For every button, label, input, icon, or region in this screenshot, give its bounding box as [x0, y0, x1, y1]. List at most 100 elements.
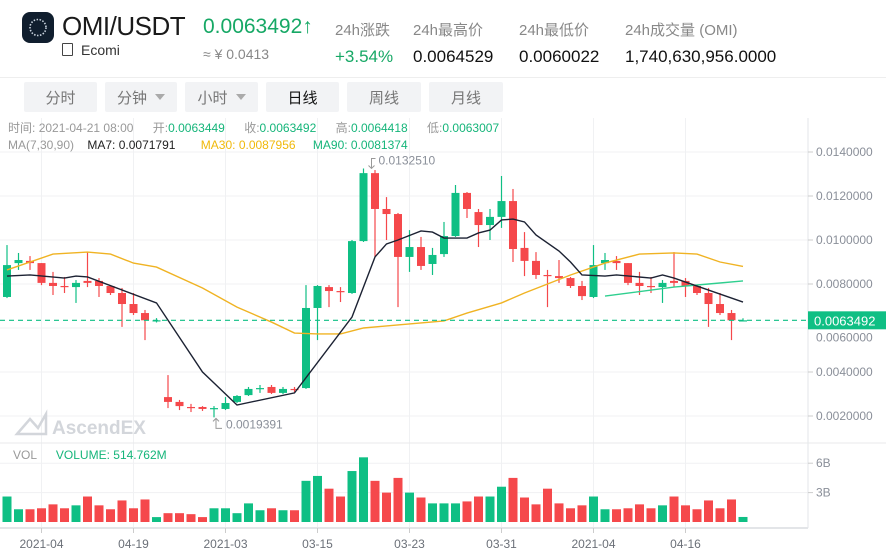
volume-bars — [2, 457, 748, 522]
candle-up — [486, 216, 494, 226]
candle-up — [3, 265, 11, 297]
candle-down — [198, 406, 207, 409]
tab-label: 分时 — [45, 89, 76, 107]
candle-down — [60, 285, 69, 288]
time-tick-label: 2021-04 — [571, 537, 615, 551]
candle-down — [566, 278, 575, 286]
volume-bar — [451, 503, 460, 522]
volume-bar — [692, 509, 702, 522]
volume-bar — [508, 477, 518, 522]
candle-up — [14, 260, 23, 264]
time-tick-label: 03-23 — [394, 537, 425, 551]
volume-bar — [94, 505, 104, 522]
cny-price: ≈ ¥ 0.0413 — [203, 46, 270, 62]
volume-bar — [48, 504, 58, 522]
volume-bar — [589, 496, 598, 522]
tab-timeline[interactable]: 分时 — [24, 82, 97, 112]
stat-label-low: 24h最低价 — [519, 22, 590, 39]
tab-daily[interactable]: 日线 — [266, 82, 339, 112]
candle-down — [670, 280, 678, 283]
volume-bar — [416, 497, 426, 522]
ma-label: MA(7,30,90) — [8, 138, 75, 152]
tab-minute[interactable]: 分钟 — [105, 82, 177, 112]
min-price-label: 0.0019391 — [226, 417, 283, 431]
stat-label-volume: 24h成交量 (OMI) — [625, 22, 738, 39]
stat-label-change: 24h涨跌 — [335, 22, 391, 39]
volume-bar — [232, 513, 242, 522]
volume-bar — [359, 457, 368, 522]
last-price-value: 0.0063492 — [203, 15, 303, 38]
volume-bar — [704, 500, 713, 522]
tab-label: 月线 — [450, 89, 481, 107]
close-label: 收: — [244, 121, 260, 135]
tab-hour[interactable]: 小时 — [185, 82, 258, 112]
tab-monthly[interactable]: 月线 — [429, 82, 503, 112]
price-tick-label: 0.0140000 — [816, 145, 873, 159]
candle-down — [394, 214, 402, 257]
volume-bar — [163, 513, 173, 522]
candle-down — [290, 388, 299, 391]
ma7-value: MA7: 0.0071791 — [87, 138, 176, 152]
axes: 0.0020000 0.0040000 0.0060000 0.0080000 0.01… — [0, 118, 886, 551]
volume-bar — [543, 488, 552, 522]
vol-label: VOL — [13, 448, 37, 462]
caret-down-icon — [235, 94, 246, 100]
candle-up — [405, 247, 414, 257]
candle-up — [601, 260, 609, 264]
volume-bar — [324, 488, 334, 522]
candle-up — [428, 254, 437, 264]
volume-bar — [129, 508, 138, 522]
candle-down — [83, 280, 92, 283]
volume-bar — [2, 496, 12, 522]
volume-bar — [186, 514, 196, 522]
volume-bar — [255, 510, 265, 522]
candle-down — [187, 406, 195, 409]
candle-up — [658, 282, 667, 288]
time-tick-label: 2021-03 — [203, 537, 247, 551]
volume-bar — [439, 503, 449, 522]
document-icon — [62, 43, 73, 56]
ma30-line — [6, 251, 744, 335]
volume-tick-label: 6B — [816, 456, 831, 470]
volume-bar — [278, 510, 288, 522]
volume-bar — [140, 499, 150, 522]
candle-down — [336, 291, 345, 293]
coin-info-link[interactable]: Ecomi — [62, 42, 120, 58]
candle-up — [359, 173, 368, 242]
candle-down — [129, 304, 138, 314]
volume-bar — [117, 500, 127, 522]
time-tick-label: 03-15 — [302, 537, 333, 551]
candle-up — [210, 408, 218, 410]
volume-bar — [393, 477, 403, 522]
tab-weekly[interactable]: 周线 — [347, 82, 421, 112]
volume-bar — [209, 508, 219, 522]
candle-down — [612, 260, 621, 264]
tab-label: 日线 — [287, 89, 318, 107]
open-value: 0.0063449 — [168, 121, 225, 135]
tab-label: 分钟 — [116, 89, 147, 107]
candle-down — [681, 280, 690, 286]
candle-down — [693, 285, 701, 294]
candle-down — [543, 274, 552, 277]
volume-bar — [681, 505, 690, 522]
time-tick-label: 04-16 — [670, 537, 701, 551]
candle-down — [325, 287, 333, 292]
max-price-label: 0.0132510 — [379, 153, 436, 167]
candle-up — [348, 241, 356, 294]
close-value: 0.0063492 — [259, 121, 317, 135]
candle-down — [371, 173, 379, 209]
volume-bar — [71, 505, 81, 522]
price-tick-label: 0.0020000 — [816, 409, 873, 423]
candle-down — [704, 293, 713, 305]
candle-down — [463, 192, 471, 209]
volume-bar — [382, 492, 391, 522]
candles — [3, 168, 747, 418]
ma7-line — [6, 218, 744, 406]
candle-down — [118, 293, 126, 305]
candle-down — [37, 263, 46, 283]
last-price-tag-label: 0.0063492 — [814, 313, 875, 328]
ohlc-info: 时间: 2021-04-21 08:00 开:0.0063449 收:0.006… — [8, 121, 499, 135]
volume-bar — [25, 509, 35, 522]
candle-down — [647, 285, 655, 288]
